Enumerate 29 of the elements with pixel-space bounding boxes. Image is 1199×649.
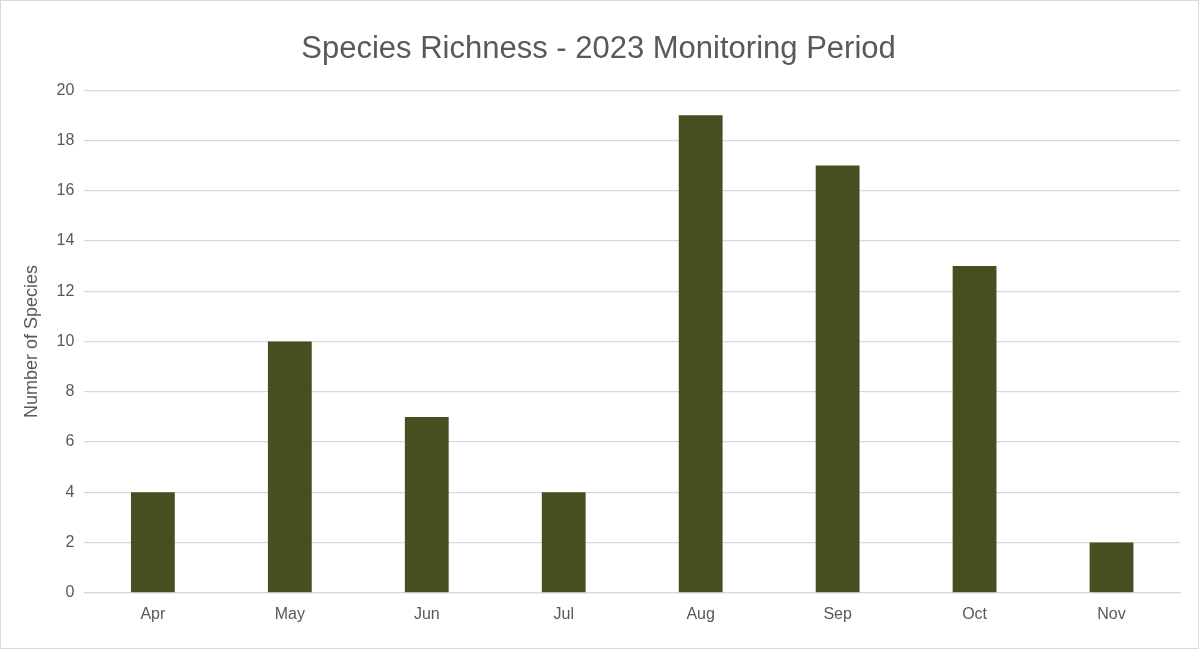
x-tick-label: Sep: [823, 604, 852, 622]
bar: [404, 416, 449, 593]
x-tick-label: May: [274, 604, 305, 622]
x-tick-label: Nov: [1097, 604, 1126, 622]
y-tick-label: 2: [65, 532, 75, 550]
y-tick-label: 12: [56, 281, 75, 299]
x-tick-label: Aug: [686, 604, 715, 622]
bar: [130, 492, 175, 593]
bar: [952, 266, 997, 593]
chart-title: Species Richness - 2023 Monitoring Period: [301, 30, 896, 66]
bar: [1089, 542, 1134, 593]
bar: [815, 165, 860, 593]
y-tick-label: 8: [65, 382, 75, 400]
x-tick-label: Jul: [553, 604, 574, 622]
y-tick-label: 10: [56, 331, 75, 349]
y-axis-title: Number of Species: [20, 264, 41, 419]
bar: [678, 115, 723, 593]
bar: [541, 492, 586, 593]
y-tick-label: 6: [65, 432, 75, 450]
y-tick-label: 14: [56, 231, 75, 249]
x-tick-label: Apr: [140, 604, 166, 622]
x-tick-label: Oct: [962, 604, 988, 622]
x-tick-label: Jun: [413, 604, 440, 622]
y-tick-label: 4: [65, 482, 75, 500]
bar: [267, 341, 312, 593]
y-tick-label: 16: [56, 181, 75, 199]
y-tick-label: 20: [56, 80, 75, 98]
y-tick-label: 0: [65, 583, 75, 601]
y-tick-label: 18: [56, 130, 75, 148]
